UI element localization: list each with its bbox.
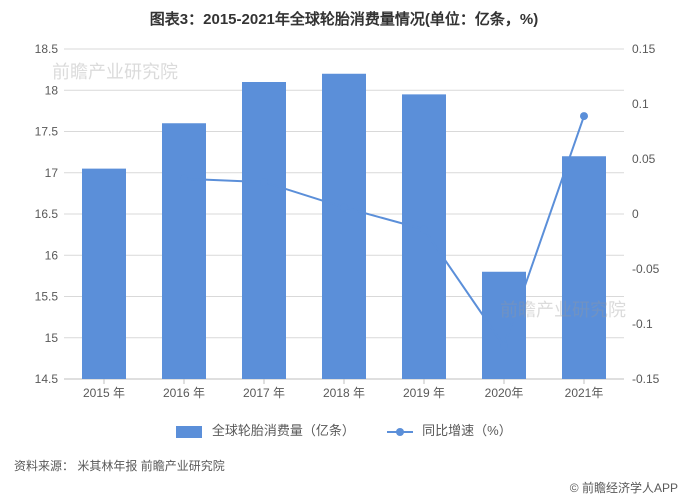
y-left-tick-label: 17 [45,166,59,180]
y-right-tick-label: 0.05 [632,152,656,166]
y-left-tick-label: 15.5 [35,290,59,304]
legend-line-label: 同比增速（%） [422,423,512,438]
chart-title: 图表3：2015-2021年全球轮胎消费量情况(单位：亿条，%) [0,0,688,29]
source-line: 资料来源： 米其林年报 前瞻产业研究院 [14,457,688,474]
y-left-tick-label: 17.5 [35,125,59,139]
source-text: 米其林年报 前瞻产业研究院 [77,459,224,473]
legend-bar-swatch [176,426,202,438]
legend: 全球轮胎消费量（亿条） 同比增速（%） [0,420,688,439]
y-left-tick-label: 15 [45,331,59,345]
y-left-tick-label: 16.5 [35,207,59,221]
bar [482,272,526,379]
legend-bar-label: 全球轮胎消费量（亿条） [212,423,355,438]
legend-line-swatch [387,426,413,438]
y-right-tick-label: 0.1 [632,97,649,111]
bar [402,94,446,379]
bar [162,123,206,379]
legend-bar-item: 全球轮胎消费量（亿条） [176,423,358,438]
y-right-tick-label: 0.15 [632,42,656,56]
line-marker [180,175,188,183]
y-right-tick-label: -0.15 [632,372,660,386]
x-tick-label: 2016 年 [163,386,205,400]
bar [562,156,606,379]
line-marker [340,203,348,211]
line-marker [580,112,588,120]
chart-area: 14.5 15 15.5 16 16.5 17 17.5 18 18.5 -0.15 -0.1 -0.… [20,39,668,414]
x-tick-label: 2021年 [565,386,604,400]
y-left-tick-label: 18.5 [35,42,59,56]
x-tick-label: 2020年 [485,386,524,400]
y-left-tick-label: 16 [45,248,59,262]
chart-svg: 14.5 15 15.5 16 16.5 17 17.5 18 18.5 -0.15 -0.1 -0.… [20,39,668,409]
x-tick-label: 2018 年 [323,386,365,400]
line-marker [500,342,508,350]
source-prefix: 资料来源： [14,459,74,473]
y-left-tick-label: 18 [45,83,59,97]
y-right-tick-label: -0.1 [632,317,653,331]
y-right-tick-label: -0.05 [632,262,660,276]
y-left-tick-label: 14.5 [35,372,59,386]
y-right-tick-label: 0 [632,207,639,221]
bar [82,169,126,379]
x-tick-label: 2019 年 [403,386,445,400]
bar [242,82,286,379]
legend-line-item: 同比增速（%） [387,423,512,438]
x-tick-label: 2015 年 [83,386,125,400]
line-marker [260,178,268,186]
x-tick-label: 2017 年 [243,386,285,400]
footer-right: © 前瞻经济学人APP [570,479,678,496]
line-marker [420,225,428,233]
bar [322,74,366,379]
